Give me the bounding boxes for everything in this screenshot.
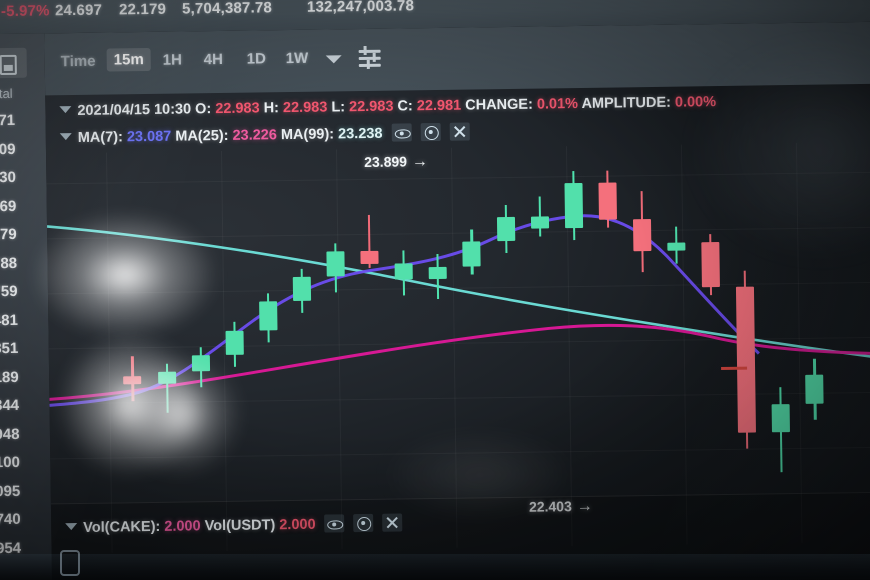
candlestick [701, 234, 721, 296]
ma7-line [49, 214, 760, 407]
tab-interval-15m[interactable]: 15m [106, 47, 151, 72]
candlestick [428, 254, 448, 300]
orderbook-row[interactable]: 7.189 [0, 368, 19, 386]
ticker-low: 22.179 [118, 0, 167, 19]
volume-base-label: Vol(CAKE): [83, 518, 161, 536]
ohlc-low-label: L: [331, 99, 346, 116]
chevron-down-icon[interactable] [325, 55, 342, 64]
ohlc-change-label: CHANGE: [465, 96, 533, 114]
ohlc-close-label: C: [397, 98, 413, 115]
ma99-value: 23.238 [337, 125, 383, 143]
ohlc-legend-row[interactable]: 2021/04/15 10:30 O: 22.983 H: 22.983 L: … [59, 94, 716, 119]
ohlc-open-value: 22.983 [215, 100, 260, 118]
candlestick [564, 171, 583, 241]
volume-quote-value: 2.000 [279, 516, 316, 534]
close-icon[interactable] [382, 513, 403, 532]
orderbook-total-header: Total [0, 85, 13, 102]
orderbook-row[interactable]: 0.851 [0, 339, 19, 358]
orderbook-row[interactable]: 1.471 [0, 111, 16, 130]
ma25-label: MA(25): [175, 127, 229, 145]
ohlc-low-value: 22.983 [348, 98, 394, 116]
orderbook-row[interactable]: 2.609 [0, 140, 16, 158]
ticker-change-percent: 0 -5.97% [0, 2, 50, 21]
candlestick [462, 229, 482, 275]
orderbook-row[interactable]: 3.759 [0, 282, 18, 301]
tab-interval-4h[interactable]: 4H [203, 50, 224, 69]
ohlc-amplitude-value: 0.00% [674, 94, 717, 111]
candlestick [292, 268, 312, 314]
candlestick [632, 190, 652, 272]
volume-quote-label: Vol(USDT) [204, 517, 276, 535]
orderbook-row[interactable]: 3.179 [0, 225, 17, 244]
ohlc-amplitude-label: AMPLITUDE: [581, 94, 672, 112]
candlestick [530, 196, 549, 237]
candlestick [667, 226, 686, 264]
chart-settings-icon[interactable] [358, 45, 381, 69]
orderbook-row[interactable]: 5.095 [0, 482, 21, 500]
ohlc-datetime: 2021/04/15 10:30 [77, 101, 192, 119]
moving-average-legend-row[interactable]: MA(7): 23.087 MA(25): 23.226 MA(99): 23.… [59, 122, 470, 147]
orderbook-rows[interactable]: 1.471 2.609 5.330 2.769 3.179 3.788 3.759 6.481… [0, 33, 44, 557]
candlestick [805, 358, 824, 420]
candlestick [157, 363, 176, 413]
orderbook-row[interactable]: 6.481 [0, 311, 18, 329]
candlestick [598, 171, 617, 228]
ticker-high: 24.697 [54, 1, 103, 20]
tab-interval-1d[interactable]: 1D [246, 50, 267, 68]
ma99-label: MA(99): [280, 126, 335, 144]
eye-icon[interactable] [324, 514, 345, 533]
volume-base-value: 2.000 [164, 518, 201, 535]
orderbook-row[interactable]: 3.344 [0, 396, 20, 415]
ma7-label: MA(7): [77, 129, 124, 146]
candlestick [360, 214, 379, 268]
last-price-marker [721, 366, 748, 371]
high-price-marker: 23.899 → [364, 153, 429, 171]
ticker-volume-quote: 132,247,003.78 [306, 0, 415, 16]
orderbook-row[interactable]: 5.330 [0, 168, 17, 187]
collapse-chevron-icon[interactable] [65, 523, 78, 531]
orderbook-row[interactable]: 1.100 [0, 453, 20, 472]
orderbook-row[interactable]: 2.948 [0, 425, 20, 443]
orderbook-layout-icon[interactable] [0, 47, 27, 79]
ohlc-high-value: 22.983 [282, 99, 328, 117]
candlestick [225, 322, 244, 367]
close-icon[interactable] [449, 122, 470, 141]
collapse-chevron-icon[interactable] [59, 106, 72, 114]
toolbar-time-label[interactable]: Time [60, 52, 96, 71]
settings-target-icon[interactable] [420, 122, 441, 142]
orderbook-row[interactable]: 2.769 [0, 197, 17, 215]
ohlc-change-value: 0.01% [536, 95, 579, 113]
volume-pane [50, 491, 870, 580]
orderbook-row[interactable]: 3.740 [0, 510, 21, 529]
candlestick [123, 356, 142, 401]
ohlc-open-label: O: [195, 101, 212, 118]
chart-area[interactable]: Time 15m 1H 4H 1D 1W 2021/04/15 10:30 O: [44, 21, 870, 580]
tab-interval-1w[interactable]: 1W [285, 49, 309, 68]
chart-toolbar[interactable]: Time 15m 1H 4H 1D 1W [44, 21, 870, 96]
settings-target-icon[interactable] [353, 513, 374, 533]
candlestick [496, 204, 515, 254]
ma7-value: 23.087 [126, 128, 172, 146]
candlestick [326, 243, 345, 293]
orderbook-row[interactable]: 3.788 [0, 254, 18, 272]
candlestick [394, 250, 414, 296]
monitor-power-button-icon [60, 550, 80, 576]
orderbook-column: Total 1.471 2.609 5.330 2.769 3.179 3.788 3.75… [0, 33, 53, 580]
orderbook-row[interactable]: 0.954 [0, 539, 22, 557]
eye-icon[interactable] [391, 123, 412, 142]
ticker-volume-base: 5,704,387.78 [181, 0, 273, 18]
collapse-chevron-icon[interactable] [59, 133, 72, 141]
candlestick [258, 293, 278, 343]
ohlc-high-label: H: [263, 100, 280, 117]
ohlc-close-value: 22.981 [416, 97, 462, 115]
tab-interval-1h[interactable]: 1H [162, 51, 183, 69]
ma25-value: 23.226 [232, 127, 277, 144]
candlestick [736, 270, 757, 450]
candlestick [771, 387, 791, 473]
candlestick [191, 347, 210, 388]
